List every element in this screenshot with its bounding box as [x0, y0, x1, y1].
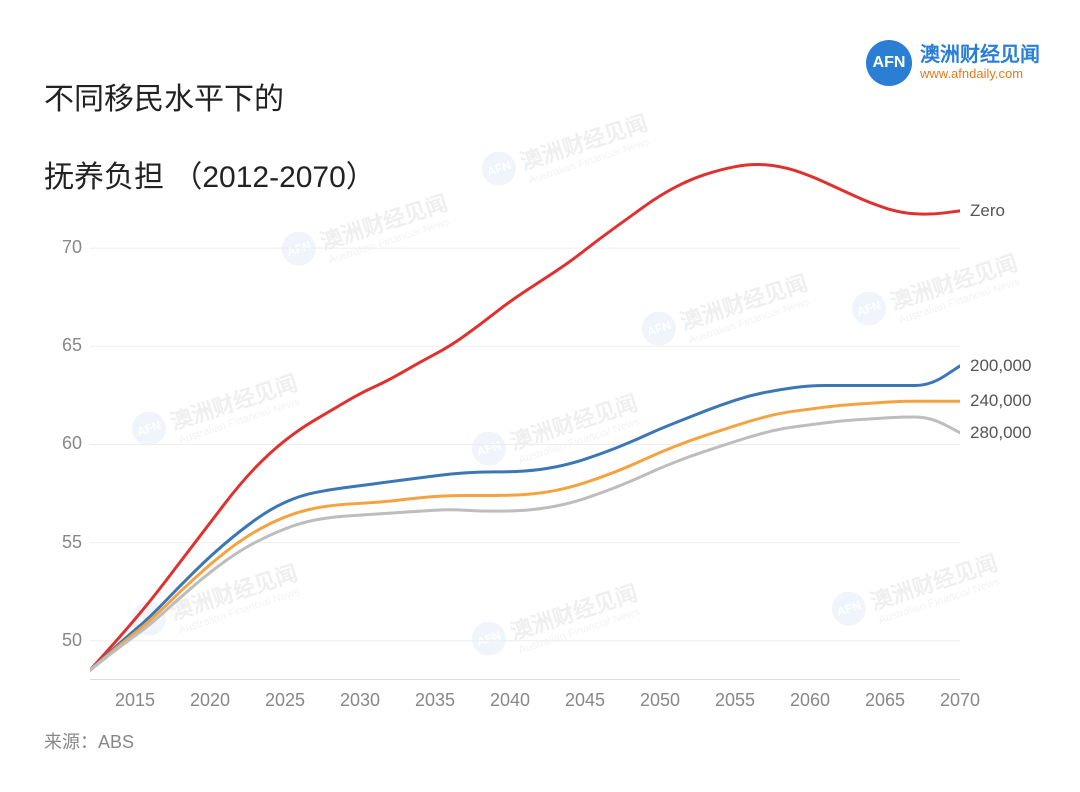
x-tick: 2045: [555, 690, 615, 711]
chart-container: AFN澳洲财经见闻Australian Financial NewsAFN澳洲财…: [0, 0, 1080, 792]
source-prefix: 来源：: [44, 732, 98, 752]
y-tick: 65: [32, 335, 82, 356]
source-label: 来源：ABS: [44, 728, 134, 754]
line-chart: [90, 150, 960, 680]
x-tick: 2070: [930, 690, 990, 711]
y-tick: 70: [32, 237, 82, 258]
brand-name-cn: 澳洲财经见闻: [920, 44, 1040, 67]
x-tick: 2040: [480, 690, 540, 711]
y-tick: 60: [32, 433, 82, 454]
brand-badge-icon: AFN: [866, 40, 912, 86]
x-tick: 2030: [330, 690, 390, 711]
series-line-280,000: [90, 417, 960, 670]
x-tick: 2060: [780, 690, 840, 711]
series-line-240,000: [90, 401, 960, 670]
series-label: Zero: [970, 201, 1005, 221]
x-tick: 2065: [855, 690, 915, 711]
x-tick: 2050: [630, 690, 690, 711]
y-tick: 55: [32, 532, 82, 553]
series-label: 200,000: [970, 356, 1031, 376]
brand-logo: AFN 澳洲财经见闻 www.afndaily.com: [866, 40, 1040, 86]
x-tick: 2055: [705, 690, 765, 711]
brand-text: 澳洲财经见闻 www.afndaily.com: [920, 44, 1040, 82]
brand-url: www.afndaily.com: [920, 67, 1040, 82]
x-tick: 2025: [255, 690, 315, 711]
x-tick: 2020: [180, 690, 240, 711]
series-line-Zero: [90, 164, 960, 670]
series-label: 280,000: [970, 423, 1031, 443]
x-tick: 2015: [105, 690, 165, 711]
series-label: 240,000: [970, 391, 1031, 411]
title-line-1: 不同移民水平下的: [44, 74, 376, 118]
x-tick: 2035: [405, 690, 465, 711]
y-tick: 50: [32, 630, 82, 651]
series-line-200,000: [90, 366, 960, 670]
source-value: ABS: [98, 732, 134, 752]
